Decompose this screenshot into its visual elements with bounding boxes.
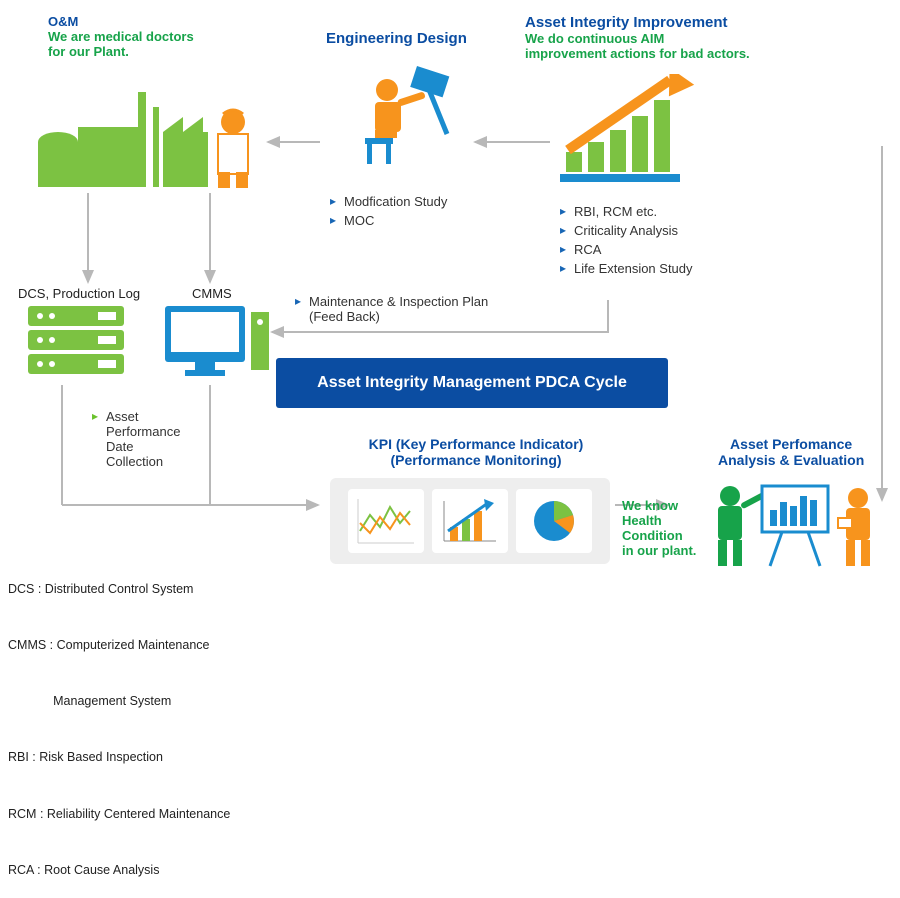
asset-perf-bullet: Asset Performance Date Collection [92, 405, 222, 473]
bullet-item: Modfication Study [330, 194, 447, 209]
pie-chart-icon [522, 495, 586, 547]
glossary-line: CMMS : Computerized Maintenance [8, 636, 230, 655]
glossary: DCS : Distributed Control System CMMS : … [8, 542, 230, 898]
aim-title: Asset Integrity Improvement [525, 14, 750, 31]
om-subtitle: We are medical doctors for our Plant. [48, 29, 194, 59]
kpi-title-line1: KPI (Key Performance Indicator) [346, 436, 606, 452]
monitor-icon [165, 306, 275, 384]
kpi-card-pie [516, 489, 592, 553]
om-block: O&M We are medical doctors for our Plant… [48, 14, 194, 59]
aim-bullets: RBI, RCM etc. Criticality Analysis RCA L… [560, 200, 693, 280]
bar-chart-icon [438, 495, 502, 547]
kpi-card-bar [432, 489, 508, 553]
bullet-item: Criticality Analysis [560, 223, 693, 238]
server-icon [28, 306, 128, 382]
engineering-title: Engineering Design [326, 30, 467, 47]
engineer-icon [345, 62, 465, 172]
bullet-item: RCA [560, 242, 693, 257]
kpi-title: KPI (Key Performance Indicator) (Perform… [346, 436, 606, 468]
bullet-item: MOC [330, 213, 447, 228]
engineering-bullets: Modfication Study MOC [330, 190, 447, 232]
kpi-title-line2: (Performance Monitoring) [346, 452, 606, 468]
bullet-item: RBI, RCM etc. [560, 204, 693, 219]
bullet-item: Maintenance & Inspection Plan (Feed Back… [295, 294, 515, 324]
glossary-line: RCM : Reliability Centered Maintenance [8, 805, 230, 824]
glossary-line: RBI : Risk Based Inspection [8, 748, 230, 767]
dcs-label: DCS, Production Log [18, 286, 140, 301]
plant-doctor-icon [38, 72, 258, 190]
presentation-icon [710, 480, 890, 580]
kpi-panel [330, 478, 610, 564]
feedback-bullet: Maintenance & Inspection Plan (Feed Back… [295, 290, 515, 328]
eval-tag: We know Health Condition in our plant. [622, 498, 696, 558]
kpi-card-line [348, 489, 424, 553]
aim-block: Asset Integrity Improvement We do contin… [525, 14, 750, 61]
center-banner: Asset Integrity Management PDCA Cycle [276, 358, 668, 408]
bullet-item: Asset Performance Date Collection [92, 409, 222, 469]
aim-subtitle: We do continuous AIM improvement actions… [525, 31, 750, 61]
bullet-item: Life Extension Study [560, 261, 693, 276]
glossary-line: DCS : Distributed Control System [8, 580, 230, 599]
om-title: O&M [48, 14, 194, 29]
growth-chart-icon [560, 74, 710, 189]
cmms-label: CMMS [192, 286, 232, 301]
eval-title: Asset Perfomance Analysis & Evaluation [718, 436, 864, 468]
glossary-line: Management System [8, 692, 230, 711]
line-chart-icon [354, 495, 418, 547]
glossary-line: RCA : Root Cause Analysis [8, 861, 230, 880]
